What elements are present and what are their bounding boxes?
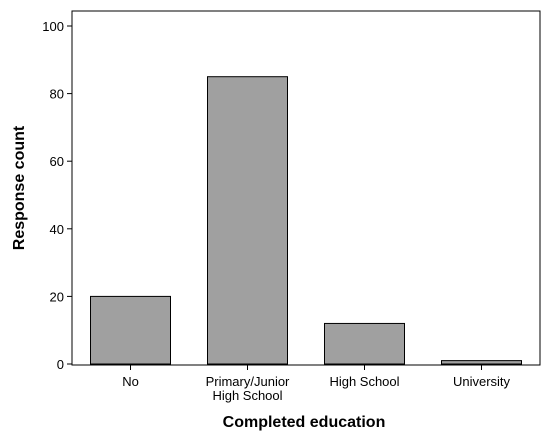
bars bbox=[90, 76, 522, 365]
x-tick-label: University bbox=[453, 374, 511, 389]
x-tick-label: High School bbox=[329, 374, 399, 389]
bar bbox=[324, 322, 405, 365]
y-tick-label: 0 bbox=[57, 357, 64, 372]
y-axis: 0 20 40 60 80 100 bbox=[42, 19, 72, 372]
y-tick-label: 40 bbox=[50, 222, 64, 237]
x-tick-label: Primary/Junior High School bbox=[206, 374, 290, 403]
x-axis-title: Completed education bbox=[223, 414, 386, 431]
y-tick-label: 80 bbox=[50, 87, 64, 102]
x-tick-label: No bbox=[122, 374, 139, 389]
bar bbox=[90, 295, 171, 365]
y-tick-label: 20 bbox=[50, 289, 64, 304]
bar bbox=[441, 360, 522, 365]
bar bbox=[207, 76, 288, 365]
y-tick-label: 100 bbox=[42, 19, 64, 34]
y-axis-title: Response count bbox=[11, 125, 28, 250]
x-axis: No Primary/Junior High School High School Un… bbox=[122, 365, 511, 403]
y-tick-label: 60 bbox=[50, 154, 64, 169]
plot-frame bbox=[71, 10, 541, 366]
